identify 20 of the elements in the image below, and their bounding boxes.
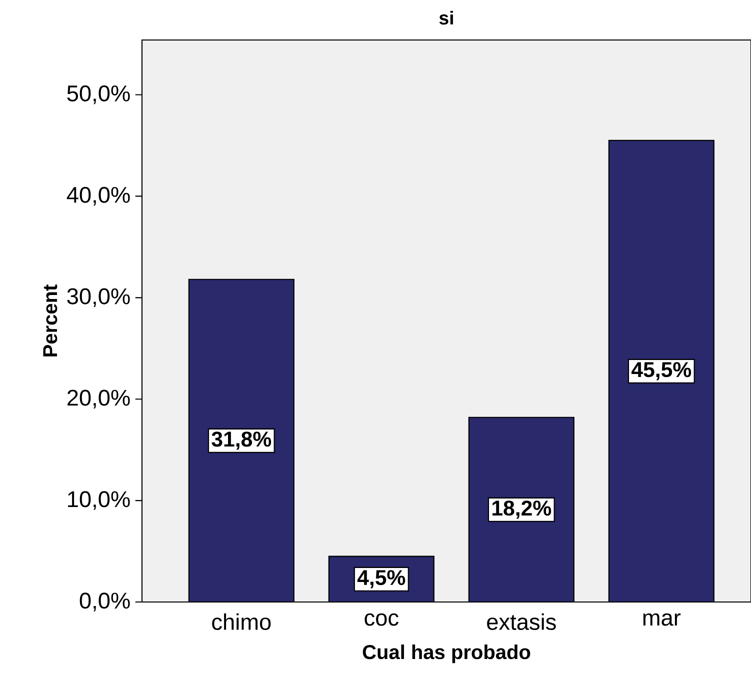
y-axis-title: Percent	[43, 284, 58, 356]
y-tick-label: 10,0%	[68, 491, 130, 510]
x-axis-title: Cual has probado	[362, 644, 530, 664]
y-tick-label: 40,0%	[66, 186, 130, 206]
data-label: 31,8%	[212, 432, 272, 450]
x-tick-label: coc	[364, 613, 398, 626]
x-tick-label: chimo	[212, 613, 271, 630]
y-tick-label: 20,0%	[68, 390, 130, 408]
data-label: 4,5%	[357, 570, 406, 588]
y-tick-label: 0,0%	[80, 592, 130, 612]
y-tick-label: 30,0%	[67, 288, 130, 308]
y-tick-label: 50,0%	[67, 85, 130, 104]
data-label: 18,2%	[492, 500, 552, 519]
bar	[468, 417, 574, 602]
bar	[608, 140, 714, 602]
x-tick-label: extasis	[487, 613, 556, 630]
data-label: 45,5%	[631, 362, 692, 380]
bar	[188, 279, 294, 602]
x-tick-label: mar	[643, 613, 681, 626]
chart-title: si	[439, 10, 453, 25]
